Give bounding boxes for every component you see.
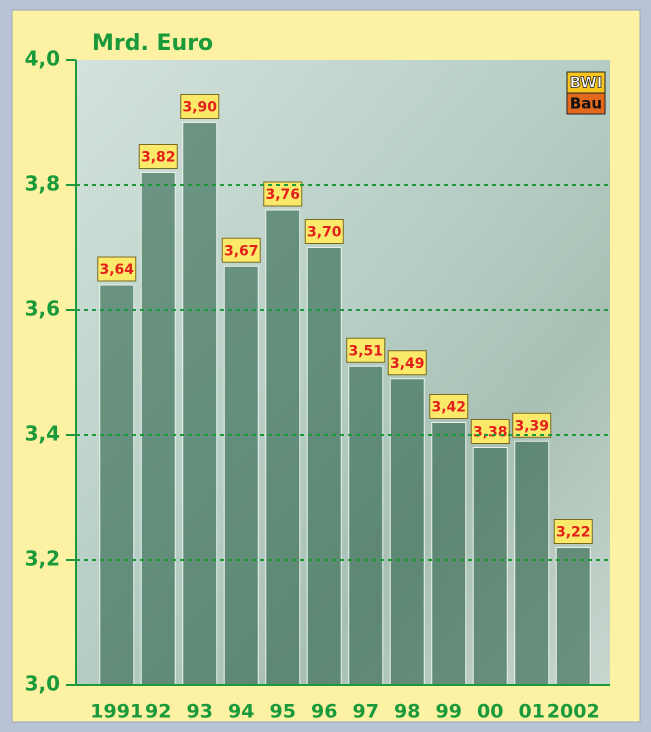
x-tick-label: 92 xyxy=(145,701,171,723)
y-tick-label: 3,8 xyxy=(25,172,60,196)
bar xyxy=(348,365,384,686)
value-label: 3,76 xyxy=(265,187,300,203)
value-label-box xyxy=(553,519,593,544)
value-label-box xyxy=(429,394,469,419)
value-label: 3,22 xyxy=(556,525,591,541)
bar xyxy=(265,209,301,686)
bar xyxy=(306,247,342,686)
value-label-box xyxy=(512,412,552,438)
bar xyxy=(99,284,135,686)
value-label-box xyxy=(470,419,510,444)
value-label: 3,64 xyxy=(99,262,134,278)
value-label-box xyxy=(387,350,427,376)
y-tick-label: 3,0 xyxy=(25,672,60,696)
value-label-box xyxy=(221,237,261,263)
logo-text: BWI xyxy=(570,74,603,92)
value-label: 3,67 xyxy=(224,243,259,259)
x-tick-label: 1991 xyxy=(90,701,143,723)
x-tick-label: 97 xyxy=(353,701,379,723)
bar xyxy=(389,378,425,686)
bar xyxy=(182,122,218,686)
y-tick-label: 3,2 xyxy=(25,547,60,571)
y-tick-label: 3,6 xyxy=(25,297,60,321)
value-label-box xyxy=(180,94,220,119)
x-tick-label: 96 xyxy=(311,701,337,723)
logo-text: Bau xyxy=(570,95,602,113)
x-tick-label: 94 xyxy=(228,701,254,723)
value-label: 3,42 xyxy=(431,400,466,416)
bar xyxy=(555,547,591,686)
y-axis-label: Mrd. Euro xyxy=(92,31,213,56)
value-label: 3,51 xyxy=(348,343,383,359)
x-tick-label: 00 xyxy=(477,701,503,723)
y-tick-label: 3,4 xyxy=(25,422,60,446)
x-tick-label: 99 xyxy=(436,701,462,723)
bar xyxy=(223,265,259,686)
logo-box xyxy=(566,92,606,115)
value-label-box xyxy=(346,337,386,363)
value-label: 3,38 xyxy=(473,425,508,441)
logo: BWI Bau xyxy=(566,71,606,115)
bar xyxy=(472,447,508,686)
value-label: 3,82 xyxy=(141,150,176,166)
value-label: 3,70 xyxy=(307,225,342,241)
value-label: 3,39 xyxy=(514,418,549,434)
y-tick-label: 4,0 xyxy=(25,47,60,71)
x-tick-label: 2002 xyxy=(547,701,600,723)
value-label-box xyxy=(138,144,178,169)
bar xyxy=(431,422,467,686)
value-label: 3,49 xyxy=(390,356,425,372)
x-tick-label: 93 xyxy=(187,701,213,723)
value-label-box xyxy=(97,256,137,282)
value-label: 3,90 xyxy=(182,100,217,116)
x-tick-label: 01 xyxy=(519,701,545,723)
bar xyxy=(140,172,176,686)
x-tick-label: 98 xyxy=(394,701,420,723)
bar xyxy=(514,440,550,686)
value-label-box xyxy=(304,219,344,244)
x-tick-label: 95 xyxy=(270,701,296,723)
